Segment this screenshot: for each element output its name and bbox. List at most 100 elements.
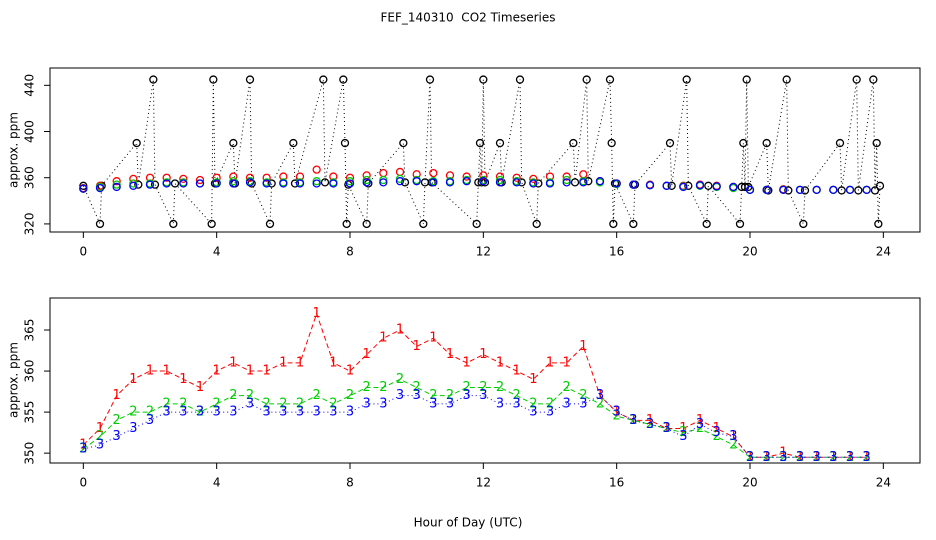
point-marker: 1 <box>96 421 104 436</box>
point-marker: 2 <box>146 405 154 420</box>
point-marker: 1 <box>779 446 787 461</box>
point-marker: 3 <box>346 405 354 420</box>
point-marker: 2 <box>846 450 854 465</box>
point-marker: 2 <box>463 380 471 395</box>
point <box>742 75 751 84</box>
point <box>112 180 121 189</box>
point-marker: 3 <box>513 396 521 411</box>
point <box>837 186 846 195</box>
point <box>132 138 141 148</box>
point-marker: 1 <box>179 372 187 387</box>
point-marker: 2 <box>679 425 687 440</box>
point <box>704 181 713 190</box>
y-tick-label: 320 <box>23 212 37 235</box>
point <box>319 75 328 84</box>
point-marker: 2 <box>179 396 187 411</box>
point-marker: 3 <box>846 450 854 465</box>
point <box>512 173 521 182</box>
point <box>795 185 805 194</box>
point-marker: 2 <box>213 396 221 411</box>
x-tick-label: 4 <box>213 476 221 490</box>
point <box>562 175 571 185</box>
point-marker: 1 <box>296 355 304 370</box>
x-tick-label: 4 <box>213 245 221 259</box>
point <box>462 177 471 186</box>
point-marker: 3 <box>629 413 637 428</box>
point-marker: 2 <box>163 396 171 411</box>
x-tick-label: 24 <box>876 245 891 259</box>
point-marker: 3 <box>163 405 171 420</box>
point-marker: 1 <box>229 355 237 370</box>
point-marker: 2 <box>329 396 337 411</box>
point <box>112 177 121 186</box>
point <box>779 185 788 194</box>
point <box>79 184 88 193</box>
point-marker: 1 <box>796 450 804 465</box>
point <box>479 177 488 186</box>
point-marker: 3 <box>429 396 437 411</box>
x-tick-label: 16 <box>609 476 624 490</box>
x-tick-label: 20 <box>742 476 757 490</box>
y-axis-label: approx. ppm <box>7 112 21 188</box>
point-marker: 3 <box>813 450 821 465</box>
plot-frame <box>49 297 921 464</box>
point <box>79 181 88 190</box>
point <box>150 180 160 189</box>
point-marker: 1 <box>346 364 354 379</box>
point-marker: 3 <box>646 417 654 432</box>
point <box>679 182 688 192</box>
y-tick-label: 400 <box>23 120 37 143</box>
point-marker: 2 <box>746 450 754 465</box>
point-marker: 3 <box>863 450 871 465</box>
point <box>149 75 158 84</box>
point-marker: 1 <box>529 372 537 387</box>
point-marker: 2 <box>763 450 771 465</box>
point <box>312 177 321 186</box>
point-marker: 2 <box>413 380 421 395</box>
point-marker: 2 <box>429 388 437 403</box>
point <box>605 75 615 84</box>
point <box>342 219 351 229</box>
point-marker: 2 <box>496 380 504 395</box>
point-marker: 1 <box>213 364 221 379</box>
point-marker: 1 <box>629 413 637 428</box>
point-marker: 3 <box>679 429 687 444</box>
point <box>209 75 218 84</box>
point <box>475 138 485 148</box>
point-marker: 1 <box>579 339 587 354</box>
point-marker: 1 <box>363 347 371 362</box>
point-marker: 3 <box>379 396 387 411</box>
point <box>869 75 878 84</box>
point-marker: 2 <box>296 396 304 411</box>
point <box>162 173 171 182</box>
point <box>799 219 808 229</box>
point-marker: 1 <box>646 413 654 428</box>
point-marker: 1 <box>613 405 621 420</box>
point <box>570 178 580 187</box>
point-marker: 2 <box>96 429 104 444</box>
point-marker: 3 <box>413 388 421 403</box>
point-marker: 3 <box>746 450 754 465</box>
point-marker: 1 <box>129 372 137 387</box>
point <box>207 219 216 229</box>
point <box>312 179 321 188</box>
point <box>584 177 593 186</box>
point-marker: 2 <box>396 372 404 387</box>
point <box>595 177 605 186</box>
point <box>870 186 880 195</box>
point-marker: 1 <box>163 364 171 379</box>
x-tick-label: 0 <box>80 476 88 490</box>
point-marker: 1 <box>696 413 704 428</box>
point <box>682 75 691 84</box>
point <box>95 183 105 193</box>
point <box>229 177 238 186</box>
plot-frame <box>49 67 921 233</box>
point <box>872 138 881 148</box>
point-marker: 1 <box>246 364 254 379</box>
point <box>379 175 388 185</box>
point <box>279 179 288 188</box>
point-marker: 3 <box>296 405 304 420</box>
point-marker: 1 <box>496 355 504 370</box>
point <box>195 175 205 185</box>
point <box>645 181 655 190</box>
